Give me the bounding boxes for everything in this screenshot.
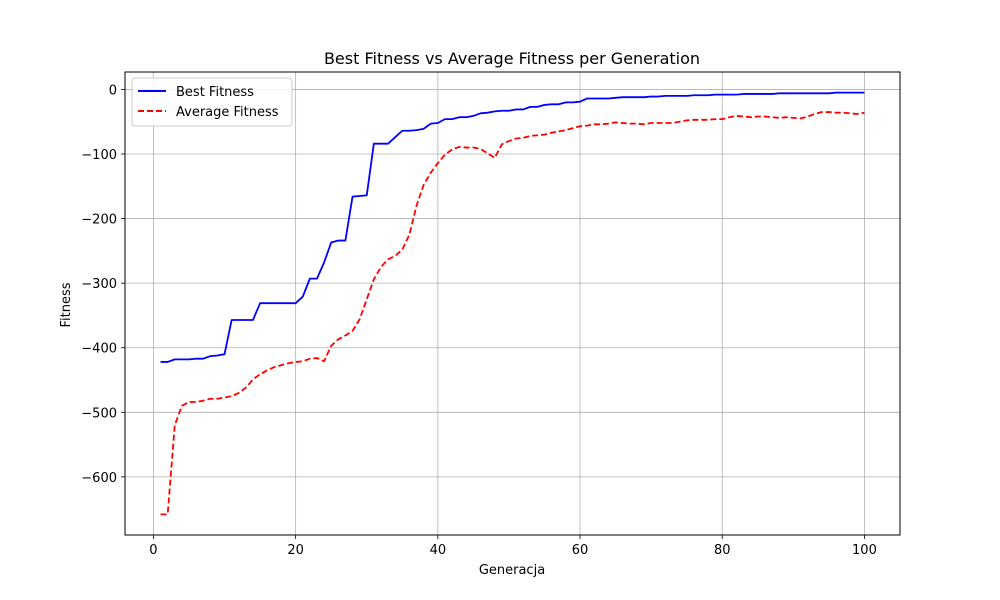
x-axis-label: Generacja <box>479 563 545 578</box>
y-axis-label: Fitness <box>59 282 74 327</box>
chart-title: Best Fitness vs Average Fitness per Gene… <box>324 49 700 68</box>
legend-box <box>131 77 293 127</box>
legend-label-best-fitness: Best Fitness <box>176 85 254 100</box>
legend: Best Fitness Average Fitness <box>131 77 293 127</box>
grid <box>125 72 900 535</box>
y-tick-label: −100 <box>81 148 117 163</box>
x-tick-label: 40 <box>430 543 447 558</box>
x-tick-label: 100 <box>852 543 877 558</box>
series-line-average-fitness <box>160 111 865 516</box>
x-tick-label: 80 <box>714 543 731 558</box>
series-layer <box>160 91 865 516</box>
plot-frame <box>124 71 901 536</box>
x-tick-label: 20 <box>287 543 304 558</box>
y-tick-label: −600 <box>81 471 117 486</box>
y-tick-label: −400 <box>81 342 117 357</box>
y-tick-label: −500 <box>81 406 117 421</box>
series-line-best-fitness <box>160 91 865 363</box>
y-tick-label: −300 <box>81 277 117 292</box>
x-tick-label: 60 <box>572 543 589 558</box>
y-tick-label: −200 <box>81 213 117 228</box>
y-axis: 0 −100 −200 −300 −400 −500 −600 <box>81 83 125 486</box>
x-tick-label: 0 <box>149 543 157 558</box>
y-tick-label: 0 <box>109 83 117 98</box>
legend-label-average-fitness: Average Fitness <box>176 105 279 120</box>
x-axis: 0 20 40 60 80 100 <box>149 535 877 558</box>
